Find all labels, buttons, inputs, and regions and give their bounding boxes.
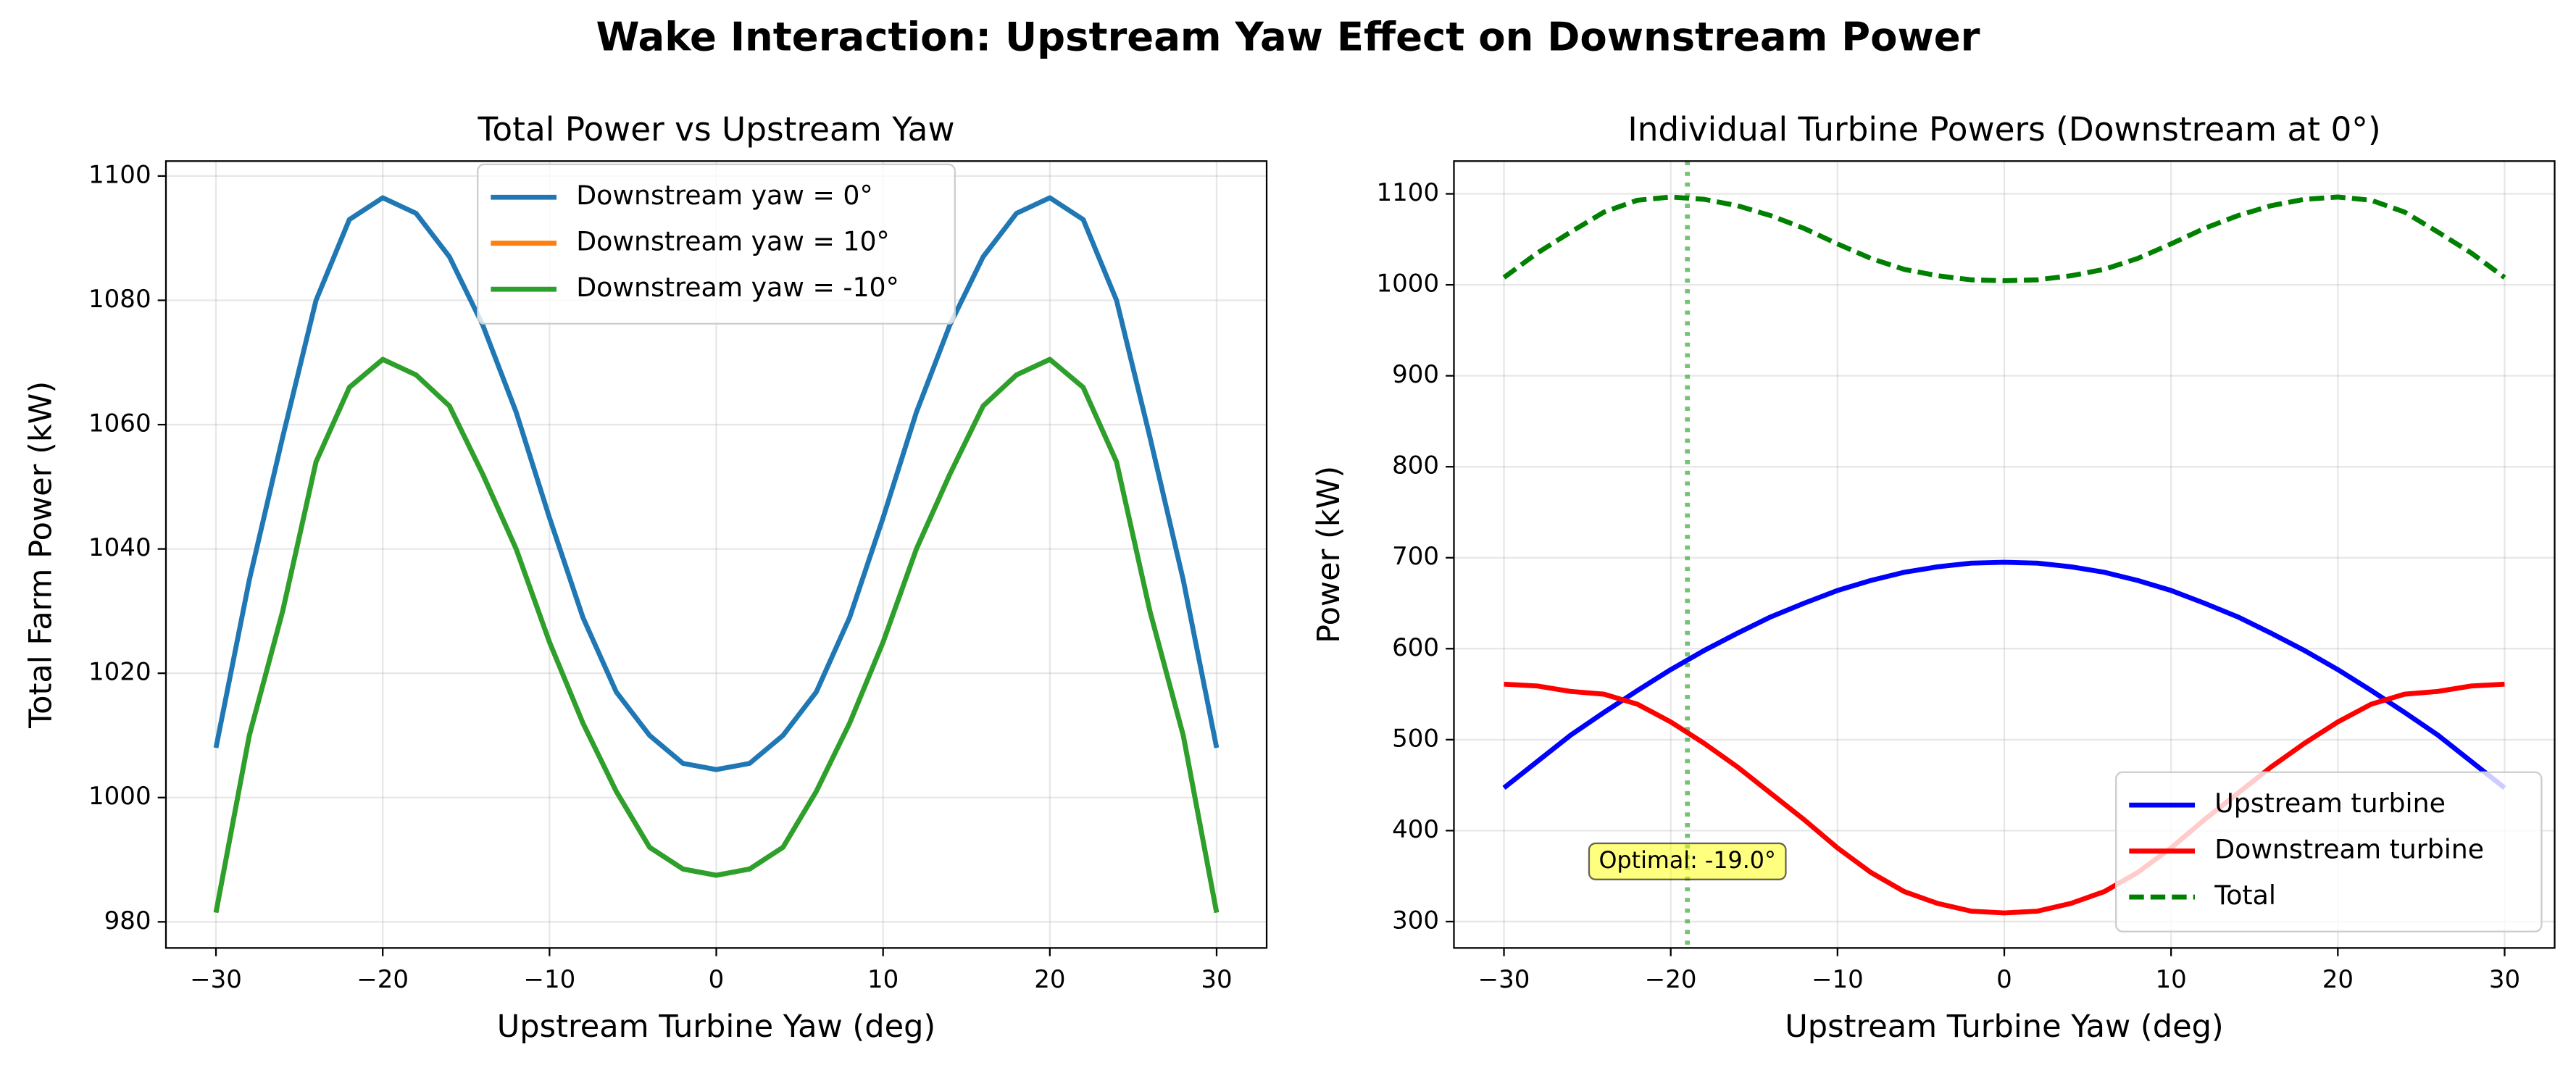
annotation-box — [1588, 842, 1787, 880]
y-tick-label: 900 — [1392, 360, 1439, 389]
series-line — [1502, 559, 2506, 790]
x-tick-label: −20 — [1645, 965, 1697, 994]
x-axis-label: Upstream Turbine Yaw (deg) — [1785, 1009, 2223, 1045]
subplot: Individual Turbine Powers (Downstream at… — [1311, 110, 2556, 1045]
y-tick-label: 800 — [1392, 451, 1439, 480]
annotation: Optimal: -19.0° — [1588, 842, 1787, 880]
y-tick-label: 1040 — [88, 533, 151, 562]
y-axis-label: Power (kW) — [1311, 466, 1347, 643]
y-tick-label: 600 — [1392, 633, 1439, 662]
x-tick-label: 0 — [709, 965, 725, 994]
x-tick-label: 10 — [2156, 965, 2187, 994]
legend-label: Downstream yaw = 0° — [576, 180, 872, 211]
x-tick-label: −10 — [1812, 965, 1864, 994]
y-tick-label: 1020 — [88, 658, 151, 687]
axes-frame — [164, 160, 1268, 949]
y-tick-label: 300 — [1392, 906, 1439, 935]
y-tick-label: 700 — [1392, 542, 1439, 571]
legend-box — [2115, 771, 2543, 933]
series-line — [213, 195, 1220, 772]
x-tick-label: 10 — [867, 965, 899, 994]
y-tick-label: 1060 — [88, 409, 151, 438]
x-tick-label: −30 — [190, 965, 242, 994]
figure-title: Wake Interaction: Upstream Yaw Effect on… — [596, 14, 1980, 60]
series-line — [213, 356, 1220, 914]
y-tick-label: 980 — [104, 906, 151, 935]
x-tick-label: 20 — [1034, 965, 1065, 994]
legend-label: Downstream yaw = -10° — [576, 272, 899, 303]
chart-title: Total Power vs Upstream Yaw — [477, 110, 954, 149]
x-tick-label: 30 — [2489, 965, 2520, 994]
x-tick-label: 30 — [1201, 965, 1232, 994]
x-tick-label: 20 — [2322, 965, 2354, 994]
x-tick-label: −20 — [357, 965, 409, 994]
series-line — [1502, 194, 2506, 283]
legend-box — [477, 163, 956, 325]
legend: Upstream turbine Downstream turbine Total — [2115, 771, 2543, 933]
legend-label: Downstream yaw = 10° — [576, 226, 889, 257]
legend-label: Downstream turbine — [2214, 834, 2484, 865]
y-tick-label: 1100 — [1377, 178, 1440, 207]
legend: Downstream yaw = 0° Downstream yaw = 10° D… — [477, 163, 956, 325]
chart-title: Individual Turbine Powers (Downstream at… — [1627, 110, 2380, 149]
y-tick-label: 1080 — [88, 285, 151, 314]
x-axis-label: Upstream Turbine Yaw (deg) — [497, 1009, 935, 1045]
x-tick-label: −10 — [523, 965, 575, 994]
x-tick-label: −30 — [1478, 965, 1530, 994]
plot-area — [213, 195, 1220, 914]
plot-area: Optimal: -19.0° — [1502, 161, 2506, 948]
subplot: Total Power vs Upstream Yaw Upstream Turb… — [22, 110, 1268, 1045]
y-tick-label: 500 — [1392, 724, 1439, 753]
y-tick-label: 400 — [1392, 815, 1439, 844]
legend-label: Upstream turbine — [2214, 788, 2446, 819]
y-tick-label: 1000 — [88, 782, 151, 811]
y-tick-label: 1100 — [88, 160, 151, 189]
legend-label: Total — [2214, 880, 2276, 911]
axes-frame — [1453, 160, 2556, 949]
x-tick-label: 0 — [1996, 965, 2012, 994]
annotation-text: Optimal: -19.0° — [1599, 848, 1776, 874]
y-axis-label: Total Farm Power (kW) — [22, 381, 59, 729]
y-tick-label: 1000 — [1377, 270, 1440, 299]
series-line — [1504, 681, 2505, 916]
